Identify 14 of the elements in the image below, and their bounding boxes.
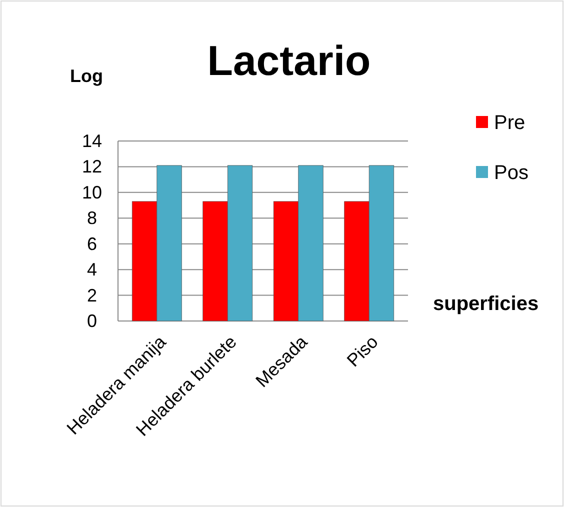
- y-tick-label: 8: [86, 208, 98, 228]
- y-tick-label: 2: [86, 285, 98, 306]
- y-axis-title: Log: [70, 66, 103, 86]
- legend-label: Pre: [494, 112, 526, 134]
- x-tick-label: Piso: [343, 332, 382, 371]
- legend-label: Pos: [494, 162, 528, 184]
- chart-title: Lactario: [207, 37, 371, 84]
- y-tick-label: 0: [86, 311, 98, 331]
- y-tick-label: 14: [82, 131, 102, 151]
- y-tick-label: 10: [82, 182, 102, 202]
- y-tick-label: 6: [86, 234, 98, 254]
- y-tick-label: 12: [82, 156, 102, 177]
- x-axis-title: superficies: [433, 293, 539, 315]
- y-tick-label: 4: [86, 260, 98, 280]
